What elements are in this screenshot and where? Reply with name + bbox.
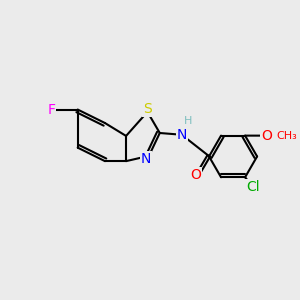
Text: F: F [47,103,55,116]
Text: H: H [183,116,192,126]
Text: O: O [190,168,201,182]
Text: N: N [177,128,187,142]
Text: N: N [141,152,151,166]
Text: O: O [261,129,272,142]
Text: S: S [143,102,152,116]
Text: CH₃: CH₃ [277,130,297,141]
Text: Cl: Cl [246,180,260,194]
